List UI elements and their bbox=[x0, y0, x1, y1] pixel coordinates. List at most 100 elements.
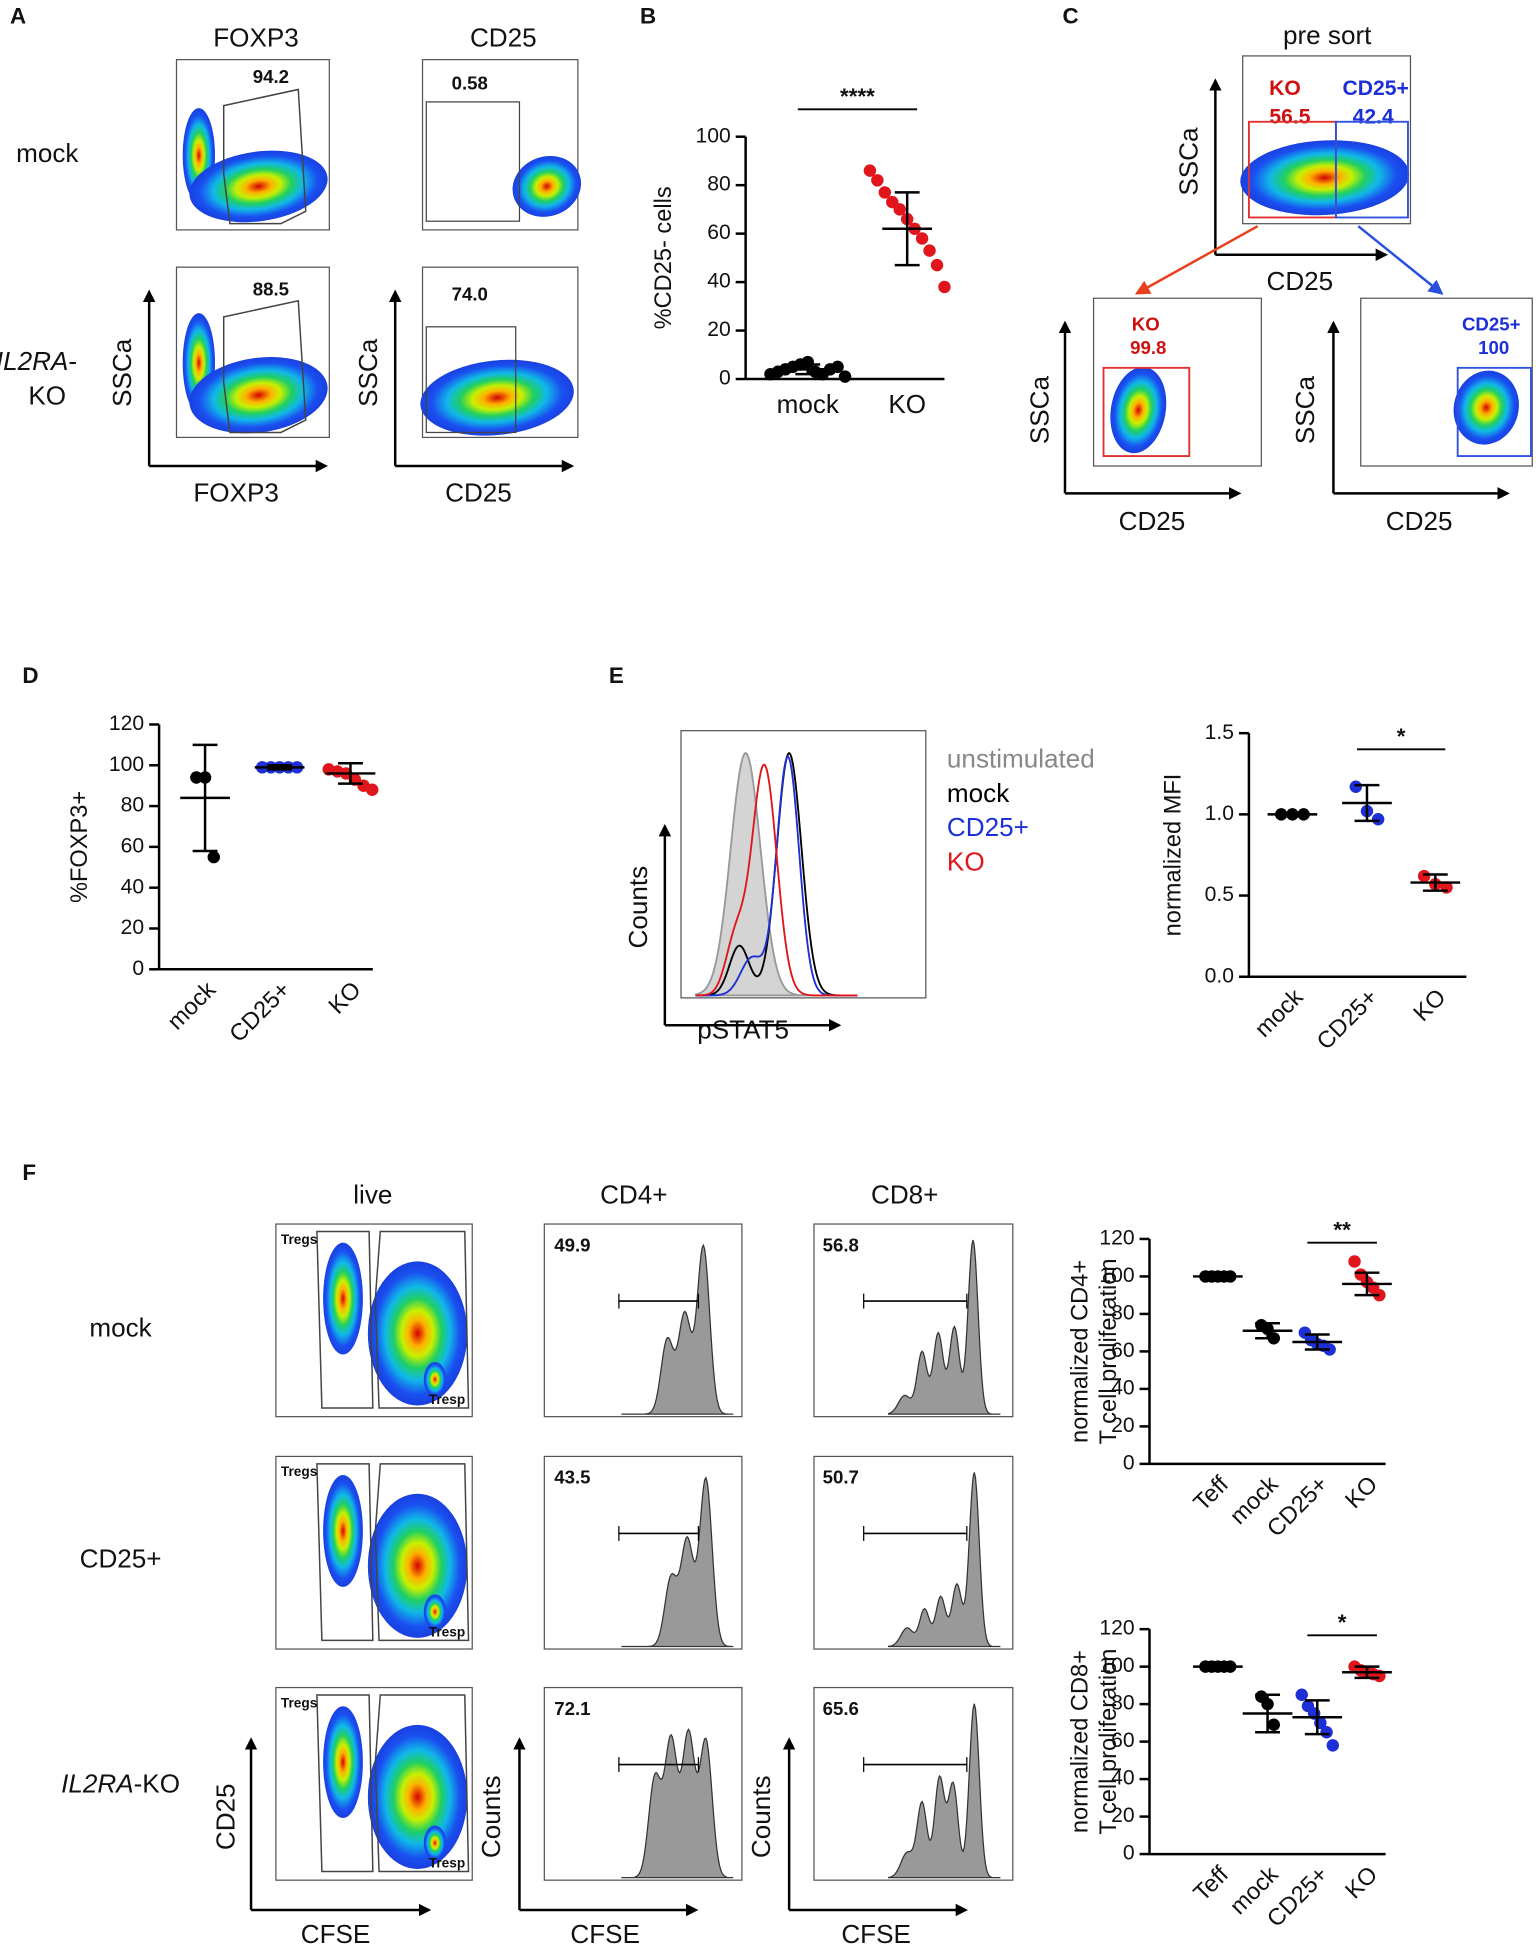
histogram-curve bbox=[621, 1476, 734, 1648]
plot-frame bbox=[813, 1455, 1014, 1650]
plot-title: pre sort bbox=[1283, 20, 1372, 50]
row-label: IL2RA-KO bbox=[61, 1769, 180, 1799]
density-blob bbox=[367, 1261, 468, 1406]
row-label-italic: IL2RA bbox=[0, 346, 68, 376]
column-header: CD4+ bbox=[600, 1180, 667, 1210]
row-label: CD25+ bbox=[80, 1544, 162, 1574]
axis-label: SSCa bbox=[353, 338, 383, 407]
y-tick-label: 120 bbox=[109, 712, 144, 735]
gate-value: 100 bbox=[1478, 337, 1509, 358]
y-tick-label: 60 bbox=[1111, 1729, 1134, 1752]
data-point bbox=[863, 164, 877, 177]
y-tick-label: 1.5 bbox=[1205, 721, 1234, 744]
y-tick-label: 100 bbox=[695, 124, 730, 147]
data-point bbox=[1371, 813, 1385, 826]
gate bbox=[222, 88, 307, 225]
row-label: IL2RA- bbox=[0, 346, 77, 376]
y-axis-label: T cell proliferation bbox=[1096, 1649, 1122, 1835]
density-blob bbox=[323, 1475, 363, 1587]
gate bbox=[1456, 366, 1532, 457]
significance-label: * bbox=[1397, 724, 1406, 749]
x-tick-label: KO bbox=[1341, 1862, 1384, 1905]
axis-label: CFSE bbox=[301, 1919, 371, 1949]
gate-name: Tresp bbox=[429, 1624, 465, 1639]
y-axis-label: normalized CD8+ bbox=[1067, 1650, 1093, 1833]
y-tick-label: 20 bbox=[1111, 1804, 1134, 1827]
histogram-curve bbox=[621, 1243, 734, 1415]
y-tick-label: 1.0 bbox=[1205, 802, 1234, 825]
gate-name: Tresp bbox=[429, 1392, 465, 1407]
axis-label: pSTAT5 bbox=[697, 1014, 789, 1044]
legend-entry: mock bbox=[947, 778, 1010, 808]
density-blob bbox=[367, 1724, 468, 1869]
plot-frame bbox=[275, 1455, 473, 1650]
y-tick-label: 60 bbox=[707, 221, 730, 244]
plot-frame bbox=[421, 266, 579, 439]
row-label: mock bbox=[16, 138, 79, 168]
y-tick-label: 20 bbox=[707, 318, 730, 341]
gate-value: 65.6 bbox=[823, 1698, 859, 1719]
gate-value: 74.0 bbox=[452, 284, 488, 305]
row-label-dash: - bbox=[68, 346, 77, 376]
axis-label: SSCa bbox=[1173, 127, 1203, 196]
gate bbox=[425, 101, 521, 222]
data-point bbox=[190, 771, 203, 784]
axis-label: FOXP3 bbox=[193, 477, 279, 507]
panel-letter: A bbox=[10, 3, 26, 28]
y-tick-label: 0 bbox=[719, 367, 731, 390]
x-tick-label: CD25+ bbox=[1312, 984, 1383, 1055]
gate-name: KO bbox=[1269, 77, 1301, 100]
plot-frame bbox=[175, 59, 330, 231]
gate-name: Tregs bbox=[281, 1464, 318, 1479]
histogram-curve bbox=[887, 1239, 1001, 1415]
gate-value: 50.7 bbox=[823, 1467, 859, 1488]
gate bbox=[374, 1230, 470, 1409]
axis-label: CFSE bbox=[841, 1919, 911, 1949]
y-axis-label: T cell proliferation bbox=[1096, 1258, 1122, 1444]
column-header: FOXP3 bbox=[213, 23, 299, 53]
gate bbox=[1334, 120, 1409, 219]
plot-frame bbox=[543, 1686, 743, 1881]
y-tick-label: 40 bbox=[1111, 1767, 1134, 1790]
density-blob bbox=[423, 1825, 447, 1861]
gate bbox=[316, 1694, 374, 1873]
gate bbox=[374, 1463, 470, 1642]
gate-value: 56.5 bbox=[1269, 106, 1310, 129]
x-tick-label: KO bbox=[1409, 984, 1452, 1027]
y-tick-label: 40 bbox=[707, 270, 730, 293]
gate bbox=[316, 1463, 374, 1642]
data-point bbox=[930, 258, 944, 272]
y-tick-label: 0 bbox=[132, 957, 144, 980]
density-blob bbox=[323, 1242, 363, 1355]
row-label: KO bbox=[28, 381, 66, 411]
y-tick-label: 60 bbox=[121, 834, 144, 857]
data-point bbox=[878, 186, 892, 199]
histogram-curve bbox=[695, 763, 858, 997]
x-tick-label: KO bbox=[324, 977, 367, 1020]
axis-label: CD25 bbox=[1119, 506, 1186, 536]
axis-label: CD25 bbox=[210, 1783, 240, 1850]
axis-label: CFSE bbox=[570, 1919, 640, 1949]
gate-value: 56.8 bbox=[823, 1234, 859, 1255]
y-tick-label: 0 bbox=[1123, 1451, 1135, 1474]
sort-arrow bbox=[1357, 225, 1444, 295]
gate-name: CD25+ bbox=[1343, 77, 1409, 100]
data-point bbox=[1267, 1718, 1280, 1731]
histogram-curve bbox=[887, 1472, 1001, 1648]
data-point bbox=[831, 360, 844, 374]
gate-value: 72.1 bbox=[554, 1698, 590, 1719]
axis-label: CD25 bbox=[1386, 506, 1453, 536]
y-tick-label: 0 bbox=[1123, 1842, 1135, 1865]
gate-name: Tregs bbox=[281, 1232, 318, 1247]
x-tick-label: mock bbox=[163, 977, 221, 1035]
data-point bbox=[1320, 1726, 1333, 1739]
data-point bbox=[1348, 1255, 1361, 1268]
row-label-rest: -KO bbox=[134, 1769, 180, 1799]
y-axis-label: normalized CD4+ bbox=[1067, 1260, 1093, 1443]
plot-frame bbox=[421, 59, 579, 231]
y-tick-label: 40 bbox=[1111, 1376, 1134, 1399]
panel-letter: F bbox=[22, 1160, 36, 1185]
sort-arrow bbox=[1134, 225, 1259, 295]
gate-value: 0.58 bbox=[452, 72, 488, 93]
data-point bbox=[871, 174, 884, 187]
